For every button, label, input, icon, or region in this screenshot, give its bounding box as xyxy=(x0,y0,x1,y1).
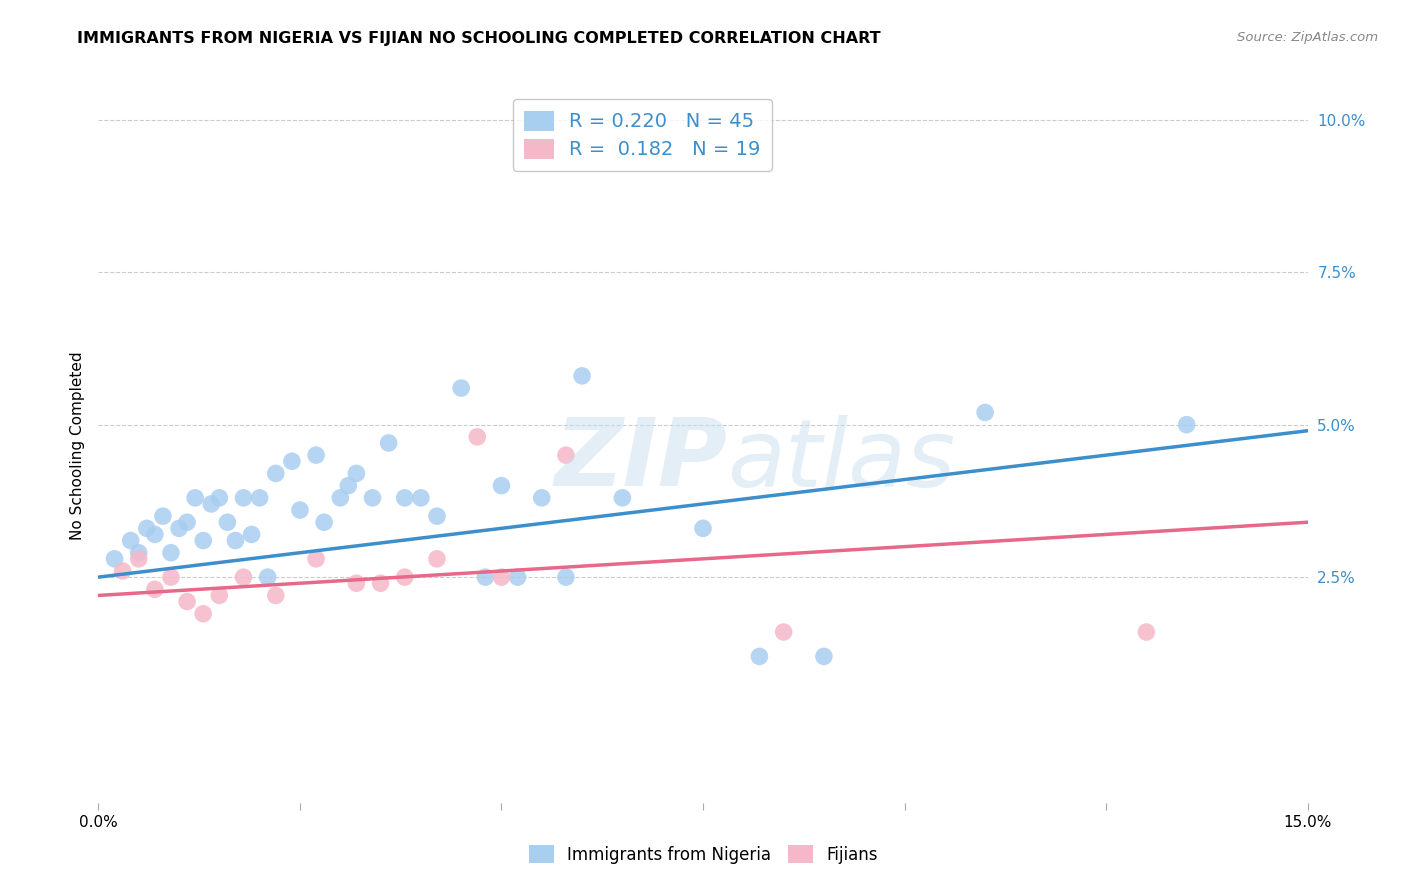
Point xyxy=(1175,417,1198,432)
Point xyxy=(184,491,207,505)
Point xyxy=(506,570,529,584)
Legend: R = 0.220   N = 45, R =  0.182   N = 19: R = 0.220 N = 45, R = 0.182 N = 19 xyxy=(513,99,772,171)
Point xyxy=(135,521,157,535)
Point xyxy=(344,576,367,591)
Point xyxy=(491,478,513,492)
Point xyxy=(474,570,496,584)
Point xyxy=(329,491,352,505)
Point xyxy=(217,515,239,529)
Point xyxy=(240,527,263,541)
Point xyxy=(128,546,150,560)
Point xyxy=(224,533,246,548)
Point xyxy=(555,448,578,462)
Point xyxy=(426,551,449,566)
Text: IMMIGRANTS FROM NIGERIA VS FIJIAN NO SCHOOLING COMPLETED CORRELATION CHART: IMMIGRANTS FROM NIGERIA VS FIJIAN NO SCH… xyxy=(77,31,882,46)
Point xyxy=(256,570,278,584)
Point xyxy=(813,649,835,664)
Point xyxy=(361,491,384,505)
Point xyxy=(167,521,190,535)
Point xyxy=(176,594,198,608)
Point xyxy=(1135,625,1157,640)
Point xyxy=(337,478,360,492)
Legend: Immigrants from Nigeria, Fijians: Immigrants from Nigeria, Fijians xyxy=(522,838,884,871)
Point xyxy=(160,570,183,584)
Point xyxy=(612,491,634,505)
Text: Source: ZipAtlas.com: Source: ZipAtlas.com xyxy=(1237,31,1378,45)
Point xyxy=(128,551,150,566)
Point xyxy=(160,546,183,560)
Point xyxy=(530,491,553,505)
Point xyxy=(200,497,222,511)
Y-axis label: No Schooling Completed: No Schooling Completed xyxy=(69,351,84,541)
Point xyxy=(249,491,271,505)
Point xyxy=(394,491,416,505)
Point xyxy=(394,570,416,584)
Text: atlas: atlas xyxy=(727,415,956,506)
Point xyxy=(111,564,134,578)
Point xyxy=(232,491,254,505)
Point xyxy=(208,589,231,603)
Point xyxy=(465,430,488,444)
Point xyxy=(692,521,714,535)
Point xyxy=(377,436,399,450)
Point xyxy=(370,576,392,591)
Point xyxy=(193,607,215,621)
Point xyxy=(232,570,254,584)
Point xyxy=(264,589,287,603)
Point xyxy=(450,381,472,395)
Point xyxy=(152,509,174,524)
Point xyxy=(409,491,432,505)
Point xyxy=(748,649,770,664)
Text: ZIP: ZIP xyxy=(554,414,727,507)
Point xyxy=(143,527,166,541)
Point xyxy=(176,515,198,529)
Point xyxy=(281,454,304,468)
Point xyxy=(555,570,578,584)
Point xyxy=(344,467,367,481)
Point xyxy=(103,551,125,566)
Point xyxy=(772,625,794,640)
Point xyxy=(305,448,328,462)
Point xyxy=(491,570,513,584)
Point xyxy=(426,509,449,524)
Point xyxy=(143,582,166,597)
Point xyxy=(314,515,336,529)
Point xyxy=(193,533,215,548)
Point xyxy=(288,503,311,517)
Point xyxy=(305,551,328,566)
Point xyxy=(974,405,997,419)
Point xyxy=(571,368,593,383)
Point xyxy=(120,533,142,548)
Point xyxy=(208,491,231,505)
Point xyxy=(264,467,287,481)
